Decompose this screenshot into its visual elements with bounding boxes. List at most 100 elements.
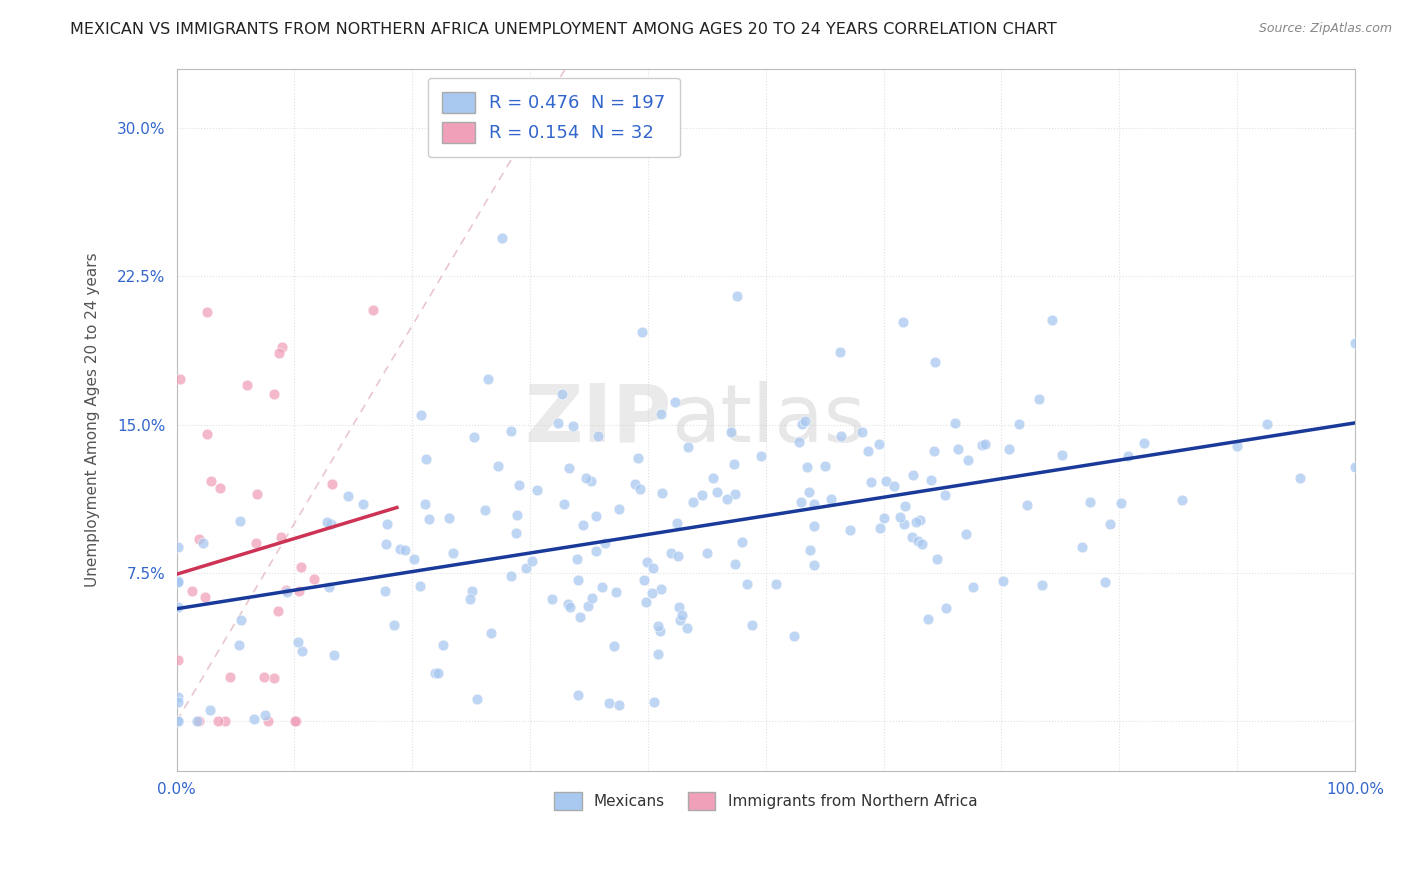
Point	[287, 634, 309, 648]
Point	[1344, 336, 1367, 351]
Point	[323, 648, 346, 662]
Point	[595, 535, 617, 549]
Point	[207, 714, 229, 729]
Point	[415, 451, 437, 466]
Point	[565, 552, 588, 566]
Point	[166, 714, 188, 729]
Point	[666, 516, 689, 530]
Point	[214, 714, 236, 729]
Point	[581, 474, 603, 488]
Point	[869, 521, 891, 535]
Point	[191, 536, 214, 550]
Point	[702, 470, 724, 484]
Point	[263, 387, 285, 401]
Point	[651, 486, 673, 500]
Point	[195, 426, 218, 441]
Point	[267, 604, 290, 618]
Point	[917, 612, 939, 626]
Point	[627, 450, 650, 465]
Point	[474, 503, 496, 517]
Point	[669, 613, 692, 627]
Point	[962, 580, 984, 594]
Point	[820, 491, 842, 506]
Point	[696, 546, 718, 560]
Point	[409, 408, 432, 422]
Point	[682, 494, 704, 508]
Point	[851, 425, 873, 439]
Point	[200, 474, 222, 488]
Point	[315, 515, 337, 529]
Point	[724, 558, 747, 572]
Point	[374, 537, 396, 551]
Point	[901, 530, 924, 544]
Point	[668, 600, 690, 615]
Point	[647, 618, 669, 632]
Point	[591, 580, 613, 594]
Point	[558, 461, 581, 475]
Point	[636, 595, 658, 609]
Point	[228, 515, 250, 529]
Point	[1288, 471, 1310, 485]
Point	[1256, 417, 1278, 431]
Point	[893, 516, 915, 531]
Point	[166, 574, 188, 588]
Point	[631, 325, 654, 339]
Point	[765, 576, 787, 591]
Point	[166, 690, 188, 704]
Point	[284, 714, 307, 729]
Point	[749, 449, 772, 463]
Point	[567, 574, 589, 588]
Point	[465, 691, 488, 706]
Point	[558, 600, 581, 615]
Point	[271, 341, 294, 355]
Point	[659, 546, 682, 560]
Point	[794, 414, 817, 428]
Point	[253, 670, 276, 684]
Point	[948, 442, 970, 457]
Point	[907, 534, 929, 549]
Point	[648, 624, 671, 638]
Point	[1344, 460, 1367, 475]
Point	[607, 698, 630, 713]
Point	[290, 560, 312, 574]
Point	[506, 508, 529, 522]
Point	[402, 551, 425, 566]
Point	[588, 428, 610, 442]
Point	[830, 428, 852, 442]
Point	[547, 416, 569, 430]
Point	[551, 387, 574, 401]
Point	[263, 671, 285, 685]
Point	[927, 552, 949, 566]
Point	[166, 653, 188, 667]
Point	[1080, 495, 1102, 509]
Point	[643, 695, 665, 709]
Point	[166, 574, 188, 588]
Point	[423, 665, 446, 680]
Y-axis label: Unemployment Among Ages 20 to 24 years: Unemployment Among Ages 20 to 24 years	[86, 252, 100, 587]
Point	[374, 583, 396, 598]
Point	[799, 543, 821, 558]
Point	[1028, 392, 1050, 406]
Point	[166, 540, 188, 554]
Point	[830, 345, 852, 359]
Point	[624, 476, 647, 491]
Point	[920, 473, 942, 487]
Point	[1050, 448, 1073, 462]
Point	[186, 714, 208, 729]
Point	[934, 601, 956, 615]
Point	[910, 537, 932, 551]
Point	[526, 483, 548, 497]
Point	[1116, 449, 1139, 463]
Point	[1031, 578, 1053, 592]
Point	[607, 502, 630, 516]
Point	[972, 438, 994, 452]
Point	[562, 418, 585, 433]
Point	[253, 707, 276, 722]
Point	[725, 289, 748, 303]
Point	[491, 231, 513, 245]
Point	[361, 303, 384, 318]
Point	[477, 372, 499, 386]
Point	[803, 519, 825, 533]
Point	[269, 346, 291, 360]
Point	[955, 527, 977, 541]
